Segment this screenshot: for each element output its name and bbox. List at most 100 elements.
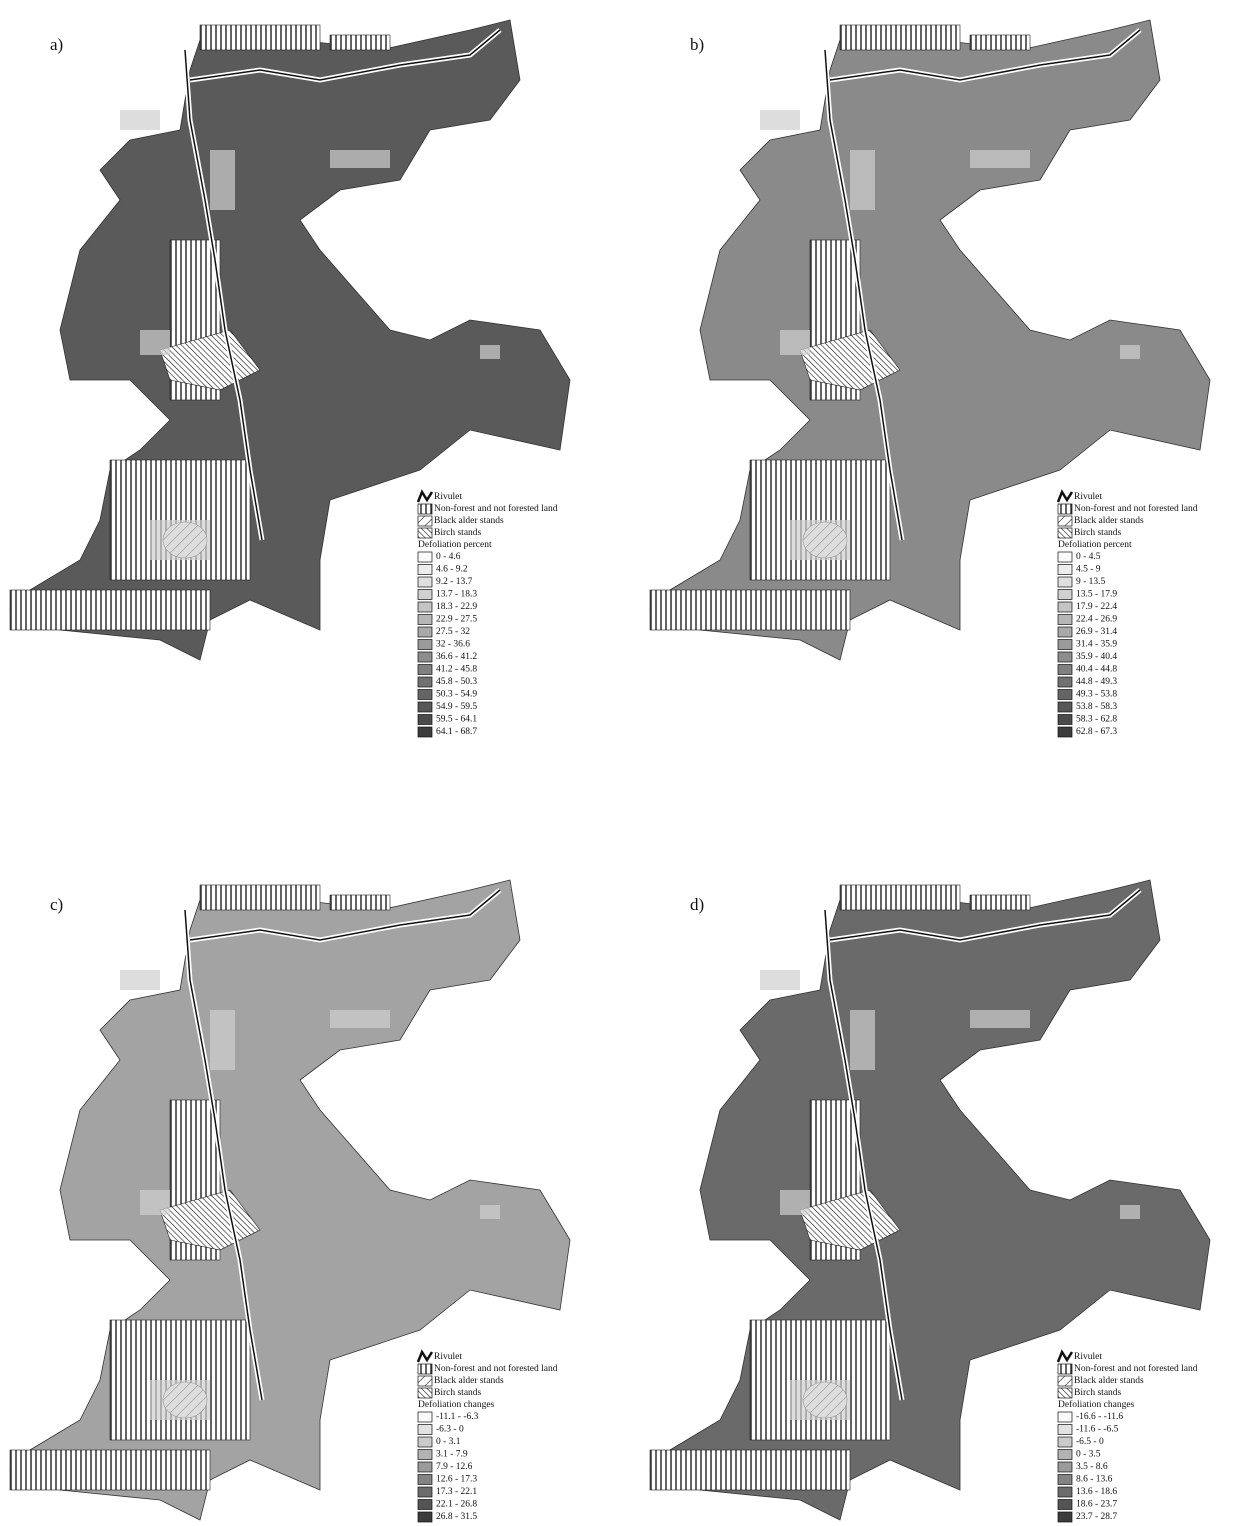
legend-icon bbox=[1058, 1376, 1072, 1386]
legend-item: Non-forest and not forested land bbox=[434, 1363, 558, 1374]
legend-swatch bbox=[418, 715, 432, 725]
legend-class: 22.1 - 26.8 bbox=[436, 1500, 477, 1510]
non-forest-patch bbox=[650, 590, 850, 630]
light-patch bbox=[780, 1190, 810, 1215]
legend-icon bbox=[1058, 492, 1072, 502]
legend-class: 35.9 - 40.4 bbox=[1076, 652, 1117, 662]
light-patch bbox=[760, 970, 800, 990]
legend-class: 62.8 - 67.3 bbox=[1076, 727, 1117, 737]
legend-class: 0 - 4.5 bbox=[1076, 552, 1101, 562]
legend-item: Black alder stands bbox=[434, 1376, 504, 1386]
legend-class: 0 - 4.6 bbox=[436, 552, 461, 562]
legend-class: 31.4 - 35.9 bbox=[1076, 640, 1117, 650]
legend-class: 64.1 - 68.7 bbox=[436, 727, 477, 737]
legend-class: 45.8 - 50.3 bbox=[436, 677, 477, 687]
legend-swatch bbox=[1058, 627, 1072, 637]
legend-item: Non-forest and not forested land bbox=[1074, 503, 1198, 514]
non-forest-patch bbox=[330, 895, 390, 910]
legend-swatch bbox=[1058, 1500, 1072, 1510]
legend-swatch bbox=[418, 702, 432, 712]
map-area bbox=[10, 20, 570, 660]
legend: RivuletNon-forest and not forested landB… bbox=[1058, 492, 1198, 737]
legend-class: 0 - 3.5 bbox=[1076, 1450, 1101, 1460]
legend-class: 22.9 - 27.5 bbox=[436, 615, 477, 625]
light-patch bbox=[850, 150, 875, 210]
legend-swatch bbox=[418, 1475, 432, 1485]
legend-class: 23.7 - 28.7 bbox=[1076, 1512, 1117, 1522]
legend-swatch bbox=[1058, 665, 1072, 675]
legend-class: -11.6 - -6.5 bbox=[1076, 1425, 1119, 1435]
panel-label: a) bbox=[50, 35, 63, 54]
legend-swatch bbox=[1058, 640, 1072, 650]
legend-class: 50.3 - 54.9 bbox=[436, 690, 477, 700]
legend-icon bbox=[1058, 1364, 1072, 1374]
legend-swatch bbox=[1058, 577, 1072, 587]
legend-swatch bbox=[1058, 1450, 1072, 1460]
legend-icon bbox=[418, 516, 432, 526]
legend-icon bbox=[1058, 516, 1072, 526]
legend-swatch bbox=[1058, 1512, 1072, 1522]
legend-swatch bbox=[1058, 602, 1072, 612]
legend-class: 13.6 - 18.6 bbox=[1076, 1487, 1117, 1497]
legend-class: 8.6 - 13.6 bbox=[1076, 1475, 1113, 1485]
legend-swatch bbox=[418, 665, 432, 675]
map-figure: a)RivuletNon-forest and not forested lan… bbox=[0, 0, 1242, 1526]
legend-icon bbox=[1058, 1388, 1072, 1398]
legend-swatch bbox=[418, 565, 432, 575]
legend-item: Rivulet bbox=[434, 492, 462, 502]
legend-item: Rivulet bbox=[1074, 1352, 1102, 1362]
light-patch bbox=[970, 1010, 1030, 1028]
figure: a)RivuletNon-forest and not forested lan… bbox=[0, 0, 1242, 1526]
legend-swatch bbox=[1058, 615, 1072, 625]
non-forest-patch bbox=[840, 25, 960, 50]
legend-class: -16.6 - -11.6 bbox=[1076, 1412, 1123, 1422]
legend-icon bbox=[418, 492, 432, 502]
legend-swatch bbox=[418, 727, 432, 737]
legend-swatch bbox=[1058, 1462, 1072, 1472]
legend-class: 22.4 - 26.9 bbox=[1076, 615, 1117, 625]
legend-class: 9 - 13.5 bbox=[1076, 577, 1106, 587]
legend-swatch bbox=[1058, 1412, 1072, 1422]
legend-swatch bbox=[418, 1425, 432, 1435]
legend-class: 17.3 - 22.1 bbox=[436, 1487, 477, 1497]
light-patch bbox=[850, 1010, 875, 1070]
legend-swatch bbox=[1058, 565, 1072, 575]
legend-swatch bbox=[418, 602, 432, 612]
legend-class: 12.6 - 17.3 bbox=[436, 1475, 477, 1485]
legend-class: 3.1 - 7.9 bbox=[436, 1450, 468, 1460]
legend-swatch bbox=[418, 640, 432, 650]
legend-swatch bbox=[1058, 1425, 1072, 1435]
legend-swatch bbox=[1058, 677, 1072, 687]
legend-swatch bbox=[1058, 690, 1072, 700]
legend-class: 27.5 - 32 bbox=[436, 627, 470, 637]
non-forest-patch bbox=[650, 1450, 850, 1490]
legend-swatch bbox=[418, 1500, 432, 1510]
legend-swatch bbox=[1058, 552, 1072, 562]
legend-swatch bbox=[418, 677, 432, 687]
legend-swatch bbox=[418, 627, 432, 637]
legend-swatch bbox=[1058, 590, 1072, 600]
legend-class: 13.5 - 17.9 bbox=[1076, 590, 1117, 600]
legend-icon bbox=[418, 1376, 432, 1386]
legend-swatch bbox=[1058, 1487, 1072, 1497]
legend-class: 53.8 - 58.3 bbox=[1076, 702, 1117, 712]
non-forest-patch bbox=[970, 895, 1030, 910]
map-area bbox=[650, 880, 1210, 1520]
legend-class: 9.2 - 13.7 bbox=[436, 577, 473, 587]
light-patch bbox=[1120, 1205, 1140, 1219]
light-patch bbox=[150, 520, 210, 560]
legend-class: 58.3 - 62.8 bbox=[1076, 715, 1117, 725]
legend-class: 13.7 - 18.3 bbox=[436, 590, 477, 600]
legend-class: -6.3 - 0 bbox=[436, 1425, 464, 1435]
light-patch bbox=[330, 1010, 390, 1028]
legend-class: 4.6 - 9.2 bbox=[436, 565, 468, 575]
legend-scale-title: Defoliation changes bbox=[418, 1399, 495, 1410]
legend-item: Birch stands bbox=[434, 1388, 482, 1398]
light-patch bbox=[1120, 345, 1140, 359]
legend-swatch bbox=[418, 652, 432, 662]
panel-label: b) bbox=[690, 35, 704, 54]
non-forest-patch bbox=[840, 885, 960, 910]
light-patch bbox=[970, 150, 1030, 168]
